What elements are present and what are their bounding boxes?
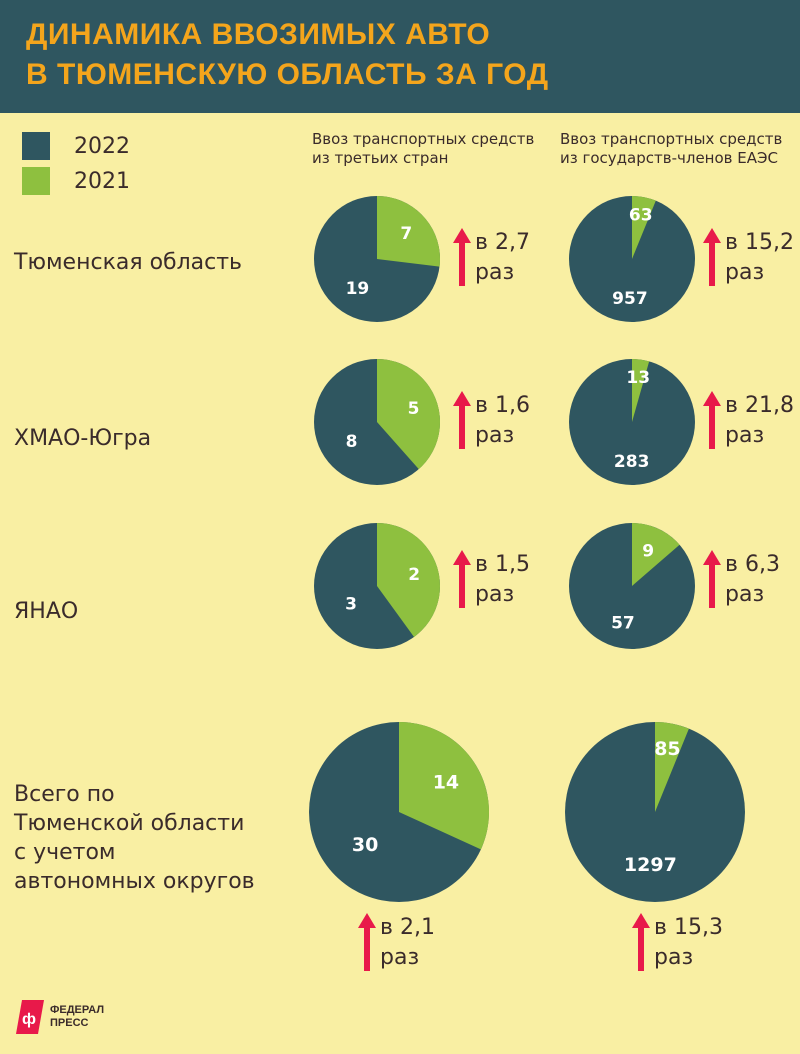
growth-khmao-eaeu-line2: раз bbox=[725, 423, 765, 448]
growth-tyumen-third-line2: раз bbox=[475, 260, 515, 285]
growth-total-eaeu-line1: в 15,3 bbox=[654, 915, 723, 940]
pie-label-2021: 85 bbox=[654, 738, 680, 760]
federal-press-logo-icon: ф bbox=[16, 1000, 44, 1034]
pie-slice-2021 bbox=[377, 196, 440, 267]
column-header-eaeu: Ввоз транспортных средств из государств-… bbox=[560, 130, 782, 168]
pie-slice-2021 bbox=[655, 722, 689, 812]
pie-chart-5: 23 bbox=[314, 523, 440, 649]
column-header-third-countries: Ввоз транспортных средств из третьих стр… bbox=[312, 130, 534, 168]
pie-label-2021: 13 bbox=[626, 368, 650, 388]
pie-label-2022: 3 bbox=[345, 595, 357, 615]
up-arrow-icon bbox=[703, 391, 721, 449]
legend-swatch-2021 bbox=[22, 167, 50, 195]
up-arrow-icon bbox=[358, 913, 376, 971]
pie-chart-7: 14 30 bbox=[309, 722, 489, 902]
svg-text:ф: ф bbox=[22, 1011, 36, 1028]
up-arrow-icon bbox=[453, 228, 471, 286]
pie-slice-2021 bbox=[632, 523, 680, 586]
header-banner: ДИНАМИКА ВВОЗИМЫХ АВТО В ТЮМЕНСКУЮ ОБЛАС… bbox=[0, 0, 800, 113]
pie-label-2021: 63 bbox=[629, 205, 653, 225]
growth-khmao-third-line2: раз bbox=[475, 423, 515, 448]
row-label-total-line2: Тюменской области bbox=[14, 811, 245, 836]
pie-chart-4: 13 283 bbox=[569, 359, 695, 485]
row-label-total-line3: с учетом bbox=[14, 840, 116, 865]
pie-label-2021: 2 bbox=[408, 565, 420, 585]
pie-chart-2: 63 957 bbox=[569, 196, 695, 322]
federal-press-logo: ф ФЕДЕРАЛ ПРЕСС bbox=[16, 1000, 104, 1034]
column-header-third-line1: Ввоз транспортных средств bbox=[312, 130, 535, 148]
pie-label-2022: 57 bbox=[611, 614, 635, 634]
row-label-total-line1: Всего по bbox=[14, 782, 115, 807]
pie-slice-2021 bbox=[399, 722, 489, 850]
pie-chart-3: 58 bbox=[314, 359, 441, 485]
row-label-total: Всего по Тюменской области с учетом авто… bbox=[14, 780, 255, 896]
pie-label-2022: 1297 bbox=[624, 854, 677, 876]
title-line-2: В ТЮМЕНСКУЮ ОБЛАСТЬ ЗА ГОД bbox=[26, 58, 549, 91]
growth-yanao-eaeu-line2: раз bbox=[725, 582, 765, 607]
pie-slice-2021 bbox=[377, 359, 441, 470]
pie-label-2022: 283 bbox=[614, 452, 650, 472]
pie-label-2022: 957 bbox=[612, 289, 648, 309]
column-header-eaeu-line2: из государств-членов ЕАЭС bbox=[560, 149, 778, 167]
up-arrow-icon bbox=[703, 550, 721, 608]
pie-slice-2021 bbox=[632, 196, 656, 259]
federal-press-logo-text: ФЕДЕРАЛ ПРЕСС bbox=[50, 1004, 104, 1030]
pie-chart-6: 9 57 bbox=[569, 523, 695, 649]
title-line-1: ДИНАМИКА ВВОЗИМЫХ АВТО bbox=[26, 18, 491, 51]
growth-tyumen-third-line1: в 2,7 bbox=[475, 230, 530, 255]
column-header-eaeu-line1: Ввоз транспортных средств bbox=[560, 130, 783, 148]
logo-line-2: ПРЕСС bbox=[50, 1017, 89, 1029]
pie-slice-2021 bbox=[377, 523, 440, 637]
pie-chart-1: 7 19 bbox=[314, 196, 440, 322]
up-arrow-icon bbox=[632, 913, 650, 971]
growth-total-eaeu-line2: раз bbox=[654, 945, 694, 970]
pie-label-2021: 14 bbox=[433, 771, 459, 793]
pie-label-2021: 5 bbox=[408, 399, 420, 419]
row-label-yanao: ЯНАО bbox=[14, 599, 79, 624]
legend-swatch-2022 bbox=[22, 132, 50, 160]
growth-tyumen-eaeu-line1: в 15,2 bbox=[725, 230, 794, 255]
pie-slice-2021 bbox=[632, 359, 650, 422]
growth-tyumen-eaeu-line2: раз bbox=[725, 260, 765, 285]
growth-khmao-third-line1: в 1,6 bbox=[475, 393, 530, 418]
pie-label-2021: 9 bbox=[642, 541, 654, 561]
growth-total-third-line1: в 2,1 bbox=[380, 915, 435, 940]
column-header-third-line2: из третьих стран bbox=[312, 149, 449, 167]
legend-item-2021: 2021 bbox=[22, 166, 130, 196]
logo-line-1: ФЕДЕРАЛ bbox=[50, 1004, 105, 1016]
growth-yanao-third-line1: в 1,5 bbox=[475, 552, 530, 577]
growth-yanao-eaeu-line1: в 6,3 bbox=[725, 552, 780, 577]
legend-label-2022: 2022 bbox=[74, 133, 130, 159]
growth-yanao-third-line2: раз bbox=[475, 582, 515, 607]
row-label-total-line4: автономных округов bbox=[14, 869, 255, 894]
up-arrow-icon bbox=[453, 391, 471, 449]
up-arrow-icon bbox=[703, 228, 721, 286]
legend-item-2022: 2022 bbox=[22, 131, 130, 161]
pie-label-2021: 7 bbox=[400, 224, 412, 244]
growth-total-third-line2: раз bbox=[380, 945, 420, 970]
row-label-tyumen: Тюменская область bbox=[14, 250, 243, 275]
pie-label-2022: 19 bbox=[346, 279, 370, 299]
pie-label-2022: 30 bbox=[352, 834, 378, 856]
up-arrow-icon bbox=[453, 550, 471, 608]
row-label-khmao: ХМАО-Югра bbox=[14, 426, 152, 451]
legend-label-2021: 2021 bbox=[74, 168, 130, 194]
growth-khmao-eaeu-line1: в 21,8 bbox=[725, 393, 794, 418]
pie-label-2022: 8 bbox=[346, 432, 358, 452]
pie-chart-8: 85 1297 bbox=[565, 722, 745, 902]
